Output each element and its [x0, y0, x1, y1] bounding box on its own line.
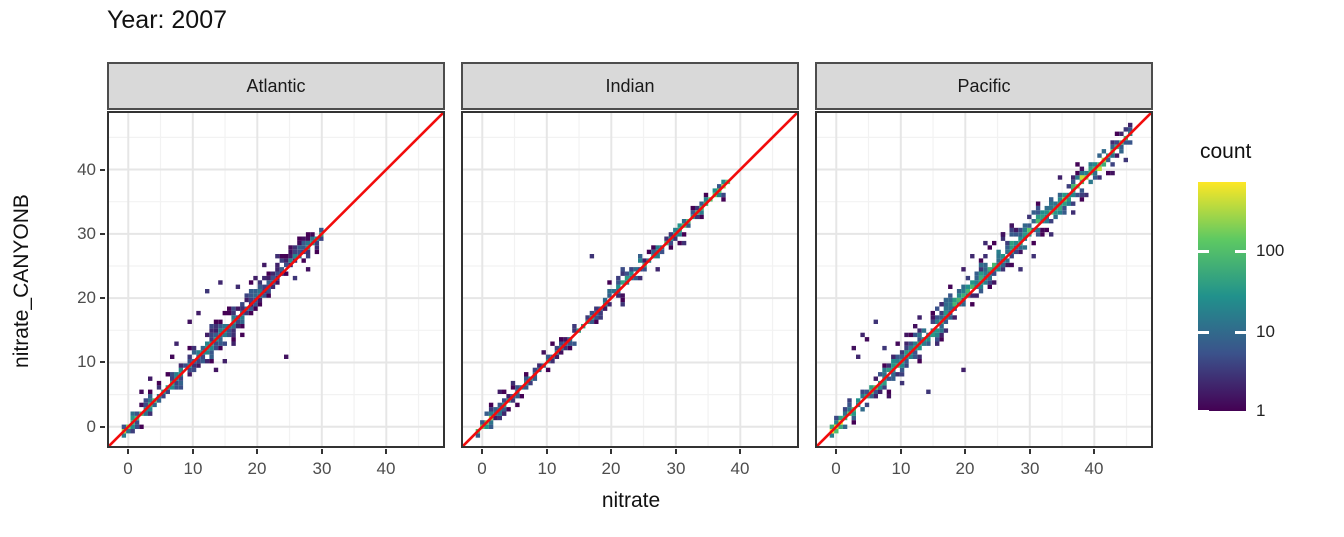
y-axis-title: nitrate_CANYONB: [10, 194, 33, 368]
x-tick-label: 0: [477, 459, 487, 478]
panel-canvas: [109, 113, 443, 446]
x-tick-mark: [739, 449, 741, 454]
x-tick-label: 30: [312, 459, 332, 478]
x-tick-mark: [546, 449, 548, 454]
x-tick-mark: [192, 449, 194, 454]
facet-strip-pacific: Pacific: [815, 62, 1153, 110]
y-tick-label: 10: [77, 352, 96, 371]
facet-strip-label: Atlantic: [246, 75, 306, 96]
y-tick-label: 20: [77, 288, 96, 307]
x-tick-mark: [127, 449, 129, 454]
panel-canvas: [463, 113, 797, 446]
x-tick-mark: [385, 449, 387, 454]
y-tick-label: 0: [86, 417, 96, 436]
x-tick-label: 20: [601, 459, 621, 478]
legend: count 100 10 1: [1198, 140, 1338, 420]
x-tick-mark: [1029, 449, 1031, 454]
x-tick-label: 30: [666, 459, 686, 478]
facet-strip-label: Indian: [605, 75, 655, 96]
legend-colorbar: 100 10 1: [1198, 182, 1284, 420]
x-tick-label: 40: [376, 459, 396, 478]
x-tick-label: 40: [730, 459, 750, 478]
x-tick-label: 0: [831, 459, 841, 478]
x-tick-mark: [675, 449, 677, 454]
x-tick-mark: [900, 449, 902, 454]
x-tick-mark: [256, 449, 258, 454]
legend-tick-label: 100: [1256, 241, 1285, 260]
x-tick-label: 0: [123, 459, 133, 478]
legend-tick-mark: [1198, 331, 1209, 334]
x-tick-mark: [481, 449, 483, 454]
facet-strip-atlantic: Atlantic: [107, 62, 445, 110]
legend-tick-mark: [1235, 331, 1246, 334]
legend-gradient: [1198, 182, 1246, 411]
x-tick-mark: [321, 449, 323, 454]
gridlines: [109, 113, 443, 446]
x-tick-mark: [1093, 449, 1095, 454]
y-tick-mark: [100, 233, 105, 235]
panel-pacific: [815, 111, 1153, 448]
x-tick-label: 10: [183, 459, 203, 478]
x-tick-mark: [964, 449, 966, 454]
facet-strip-indian: Indian: [461, 62, 799, 110]
panel-indian: [461, 111, 799, 448]
gridlines: [463, 113, 797, 446]
legend-tick-mark: [1198, 250, 1209, 253]
y-tick-mark: [100, 297, 105, 299]
legend-tick-mark: [1235, 250, 1246, 253]
panel-canvas: [817, 113, 1151, 446]
y-tick-mark: [100, 361, 105, 363]
panel-atlantic: [107, 111, 445, 448]
x-tick-label: 30: [1020, 459, 1040, 478]
y-tick-mark: [100, 169, 105, 171]
x-axis-title: nitrate: [601, 489, 661, 512]
legend-tick-label: 1: [1256, 401, 1266, 420]
legend-tick-label: 10: [1256, 322, 1275, 341]
facet-strip-label: Pacific: [957, 75, 1011, 96]
plot-title: Year: 2007: [107, 6, 228, 34]
identity-line: [463, 113, 797, 446]
x-tick-label: 10: [891, 459, 911, 478]
legend-tick-mark: [1198, 410, 1209, 413]
x-tick-mark: [610, 449, 612, 454]
x-tick-label: 10: [537, 459, 557, 478]
identity-line: [817, 113, 1151, 446]
y-tick-label: 30: [77, 224, 96, 243]
legend-title: count: [1200, 140, 1252, 163]
x-tick-mark: [835, 449, 837, 454]
y-tick-label: 40: [77, 160, 96, 179]
x-tick-label: 20: [247, 459, 267, 478]
identity-line: [109, 113, 443, 446]
x-tick-label: 20: [955, 459, 975, 478]
x-tick-label: 40: [1084, 459, 1104, 478]
y-tick-mark: [100, 426, 105, 428]
